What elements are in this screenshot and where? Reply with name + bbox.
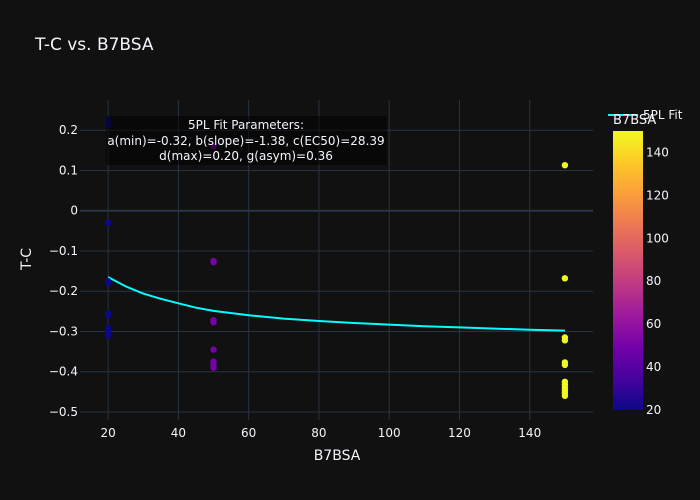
fit-layer — [107, 276, 565, 332]
x-tick-label: 140 — [518, 426, 541, 440]
colorbar-tick-label: 60 — [646, 317, 661, 331]
data-point — [104, 219, 112, 226]
grid-layer — [80, 100, 593, 420]
y-tick-label: −0.2 — [49, 284, 78, 298]
x-tick-label: 40 — [171, 426, 186, 440]
colorbar: B7BSA 20 40 60 80 100 120 140 — [613, 113, 669, 417]
axis-layer: 20 40 60 80 100 120 140 −0.5 −0.4 −0.3 −0.2 −0.1 0 0.… — [49, 123, 541, 440]
colorbar-tick-label: 80 — [646, 274, 661, 288]
data-point — [104, 332, 112, 339]
data-point — [561, 162, 569, 169]
colorbar-tick-label: 120 — [646, 188, 669, 202]
data-point — [561, 337, 569, 344]
annotation-line-3: d(max)=0.20, g(asym)=0.36 — [159, 149, 333, 163]
data-point — [210, 346, 217, 353]
x-tick-label: 80 — [311, 426, 326, 440]
y-axis-label: T-C — [19, 248, 35, 271]
colorbar-tick-label: 20 — [646, 403, 661, 417]
x-tick-label: 120 — [448, 426, 471, 440]
chart-title: T-C vs. B7BSA — [34, 35, 154, 55]
data-point — [561, 361, 569, 369]
annotation-box: 5PL Fit Parameters: a(min)=-0.32, b(slop… — [106, 116, 387, 165]
annotation-line-1: 5PL Fit Parameters: — [188, 118, 304, 132]
y-tick-label: 0 — [70, 204, 78, 218]
annotation-background — [106, 116, 387, 165]
colorbar-tick-label: 40 — [646, 360, 661, 374]
data-point — [104, 312, 112, 319]
colorbar-tick-label: 100 — [646, 231, 669, 245]
x-tick-label: 20 — [100, 426, 115, 440]
y-tick-label: −0.5 — [49, 405, 78, 419]
data-point — [561, 392, 569, 399]
y-tick-label: −0.3 — [49, 324, 78, 338]
y-tick-label: 0.1 — [59, 163, 78, 177]
y-tick-label: −0.4 — [49, 365, 78, 379]
annotation-line-2: a(min)=-0.32, b(slope)=-1.38, c(EC50)=28… — [107, 134, 384, 148]
colorbar-title: B7BSA — [613, 113, 656, 128]
data-point — [104, 279, 112, 287]
colorbar-tick-label: 140 — [646, 145, 669, 159]
data-point — [210, 364, 217, 371]
x-axis-label: B7BSA — [314, 448, 361, 464]
fit-line — [107, 276, 565, 332]
colorbar-ticks: 20 40 60 80 100 120 140 — [646, 145, 669, 417]
y-tick-label: −0.1 — [49, 244, 78, 258]
data-point — [210, 319, 217, 326]
y-tick-label: 0.2 — [59, 123, 78, 137]
data-point — [210, 259, 217, 266]
legend[interactable]: 5PL Fit — [608, 108, 683, 122]
x-tick-label: 60 — [241, 426, 256, 440]
colorbar-gradient — [613, 131, 643, 410]
x-tick-label: 100 — [378, 426, 401, 440]
data-point — [561, 275, 569, 282]
legend-entry-label[interactable]: 5PL Fit — [643, 108, 683, 122]
